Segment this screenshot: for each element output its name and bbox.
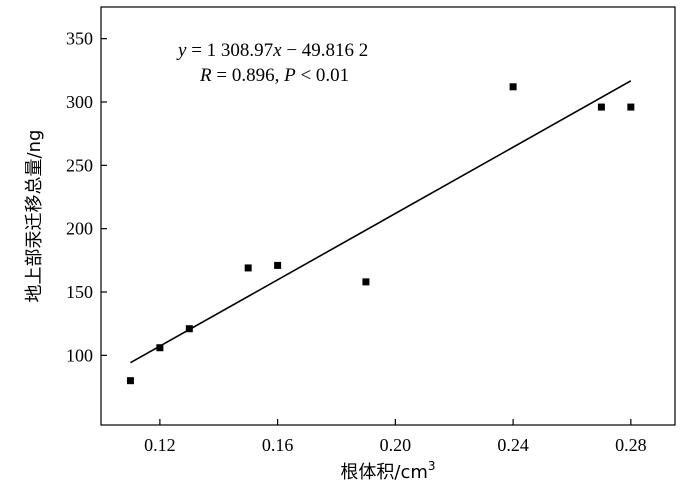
y-tick-label: 250: [66, 155, 93, 175]
y-tick-label: 350: [66, 29, 93, 49]
x-tick-label: 0.16: [262, 435, 294, 455]
x-axis-title: 根体积/cm3: [340, 459, 435, 483]
data-point: [627, 103, 635, 111]
regression-equation: y = 1 308.97x − 49.816 2: [176, 40, 368, 61]
correlation-stats: R = 0.896, P < 0.01: [199, 65, 349, 86]
data-point: [185, 325, 193, 333]
data-point: [509, 83, 517, 91]
x-tick-label: 0.20: [380, 435, 412, 455]
axis-ticks: 0.12 0.16 0.20 0.24 0.28 100 150 200 250 300 350: [66, 29, 647, 455]
data-point: [597, 103, 605, 111]
y-tick-label: 150: [66, 282, 93, 302]
plot-frame: [100, 6, 676, 426]
y-axis-title: 地上部汞迁移总量/ng: [24, 130, 45, 303]
regression-line: [130, 80, 632, 364]
y-tick-label: 200: [66, 219, 93, 239]
x-tick-label: 0.12: [144, 435, 176, 455]
x-tick-label: 0.24: [497, 435, 529, 455]
data-point: [274, 261, 282, 269]
regression-line-group: [130, 80, 632, 364]
data-point: [362, 278, 370, 286]
data-point: [156, 344, 164, 352]
x-tick-label: 0.28: [615, 435, 647, 455]
y-tick-label: 300: [66, 92, 93, 112]
data-point: [244, 264, 252, 272]
data-points: [126, 83, 635, 385]
y-tick-label: 100: [66, 345, 93, 365]
data-point: [126, 377, 134, 385]
